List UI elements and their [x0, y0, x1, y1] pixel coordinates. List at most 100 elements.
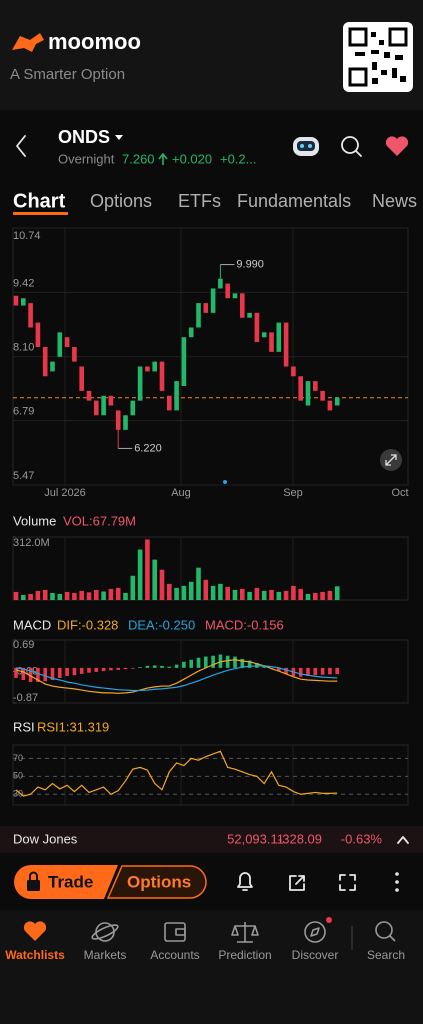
tab[interactable]: ETFs	[178, 191, 221, 211]
index-change: -328.09	[278, 831, 322, 846]
candle-body	[167, 395, 172, 411]
tab[interactable]: Fundamentals	[237, 191, 351, 211]
macd-bar	[284, 667, 288, 674]
nav-label[interactable]: Markets	[84, 948, 127, 962]
nav-labels: Watchlists Markets Accounts Prediction Disco…	[5, 948, 405, 962]
x-tick-label: Aug	[171, 487, 191, 499]
macd-bar	[152, 665, 157, 668]
tagline: A Smarter Option	[10, 66, 125, 83]
index-name[interactable]: Dow Jones	[13, 831, 78, 846]
nav-label[interactable]: Accounts	[150, 948, 199, 962]
volume-bar	[145, 539, 150, 600]
y-tick-label: 312.0M	[13, 537, 50, 549]
volume-bar	[261, 590, 267, 600]
y-tick-label: 5.47	[13, 470, 34, 482]
volume-bar	[334, 586, 340, 600]
symbol[interactable]: ONDS	[58, 127, 110, 147]
options-label[interactable]: Options	[127, 872, 191, 891]
macd-bar	[87, 667, 91, 673]
candle-body	[232, 293, 238, 299]
index-change-pct: -0.63%	[341, 831, 383, 846]
candle-body	[123, 415, 128, 430]
volume-bar	[130, 575, 136, 600]
volume-bar	[196, 567, 201, 600]
panel-frame	[12, 536, 409, 601]
volume-bar	[86, 592, 92, 600]
search-nav-icon[interactable]	[375, 921, 396, 942]
candle-body	[261, 332, 267, 338]
event-dot	[223, 480, 227, 484]
brand: moomoo	[48, 29, 141, 54]
prediction-icon[interactable]	[231, 922, 259, 943]
macd-bar	[233, 656, 237, 668]
share-icon[interactable]	[289, 875, 305, 891]
accounts-icon[interactable]	[164, 922, 186, 942]
robot-icon[interactable]	[293, 137, 319, 156]
nav-label[interactable]: Discover	[292, 948, 339, 962]
change: +0.020	[172, 151, 212, 166]
markets-icon[interactable]	[91, 922, 120, 942]
volume-bar	[269, 589, 274, 600]
dif-line	[15, 659, 338, 694]
macd-bar	[101, 667, 106, 672]
candle-body	[115, 410, 121, 430]
rsi-line	[15, 750, 338, 797]
macd-bar	[79, 667, 84, 674]
favorite-button[interactable]	[385, 136, 409, 156]
volume-bar	[72, 592, 77, 600]
candle-body	[298, 376, 303, 401]
nav-label[interactable]: Prediction	[218, 948, 271, 962]
candle-body	[181, 337, 187, 387]
macd-bar	[36, 667, 40, 682]
tab[interactable]: Chart	[13, 190, 66, 212]
x-tick-label: Sep	[283, 487, 303, 499]
discover-icon[interactable]	[304, 921, 326, 943]
search-icon[interactable]	[341, 136, 362, 157]
charts: 10.74 9.42 8.10 6.79 5.47 Jul 2026 Aug Sep Oct 9.…	[12, 227, 409, 806]
candle-body	[320, 390, 325, 401]
macd-bar	[43, 667, 47, 682]
trade-button[interactable]	[14, 865, 118, 899]
y-tick-label: 8.10	[13, 342, 34, 354]
discover-badge	[326, 917, 332, 923]
nav-label[interactable]: Search	[367, 948, 405, 962]
fullscreen-icon[interactable]	[339, 874, 356, 891]
panel-title: Volume	[13, 513, 56, 528]
candle-body	[21, 298, 26, 306]
expand-button[interactable]	[380, 449, 402, 471]
options-button[interactable]	[106, 865, 207, 899]
watchlists-icon[interactable]	[23, 921, 47, 941]
y-tick-label: 70	[13, 753, 23, 763]
candle-body	[240, 293, 245, 318]
volume-bar	[232, 589, 238, 600]
candle-body	[57, 332, 63, 357]
volume-bar	[167, 583, 172, 600]
alert-icon[interactable]	[237, 872, 253, 891]
candle-body	[35, 322, 41, 347]
nav-bg	[0, 910, 423, 1024]
back-button[interactable]	[16, 135, 26, 157]
panel-value: VOL:67.79M	[63, 513, 136, 528]
tab[interactable]: Options	[90, 191, 152, 211]
candle-body	[254, 312, 260, 343]
more-icon[interactable]	[395, 872, 399, 892]
macd-bar	[211, 655, 215, 668]
nav-label[interactable]: Watchlists	[5, 948, 65, 962]
macd-bar	[65, 667, 69, 676]
volume-bar	[298, 588, 303, 600]
expand-ticker[interactable]	[397, 836, 409, 844]
tab[interactable]: News	[372, 191, 417, 211]
macd-bar	[138, 667, 142, 668]
macd-bar	[306, 667, 310, 676]
symbol-dropdown[interactable]	[115, 135, 123, 140]
macd-bar	[328, 667, 332, 675]
dea-line	[15, 665, 338, 692]
trade-label[interactable]: Trade	[48, 872, 93, 891]
candle-body	[218, 278, 223, 289]
macd-bar	[204, 656, 208, 668]
macd-bar	[123, 667, 128, 670]
candle-body	[247, 312, 252, 318]
annotation: 6.220	[134, 442, 162, 454]
macd-bar	[262, 665, 266, 668]
